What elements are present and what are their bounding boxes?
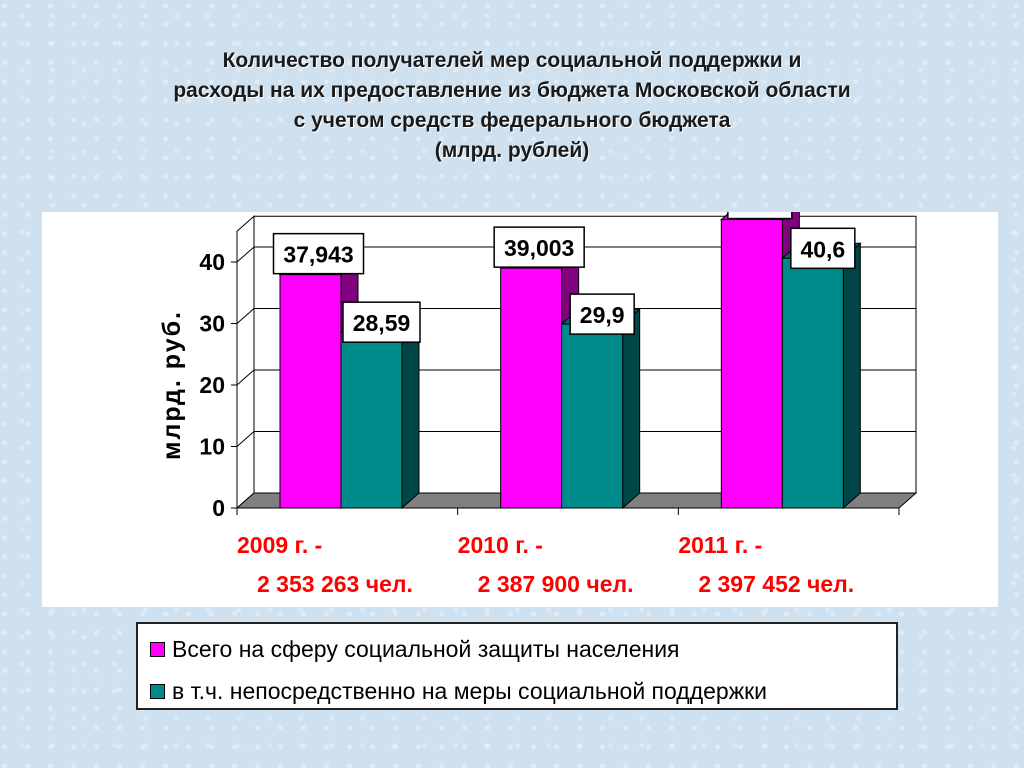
bar-side: [622, 308, 641, 510]
data-label: 28,59: [353, 310, 411, 336]
legend-entry-support: в т.ч. непосредственно на меры социально…: [150, 676, 767, 706]
bar: [561, 323, 624, 509]
legend-swatch-teal: [150, 683, 165, 699]
data-label: 39,003: [504, 235, 574, 261]
gridline-side: [236, 308, 255, 324]
title-line: Количество получателей мер социальной по…: [222, 49, 802, 72]
data-label: 46,9: [737, 212, 782, 213]
y-axis-title: млрд. руб.: [158, 310, 186, 460]
x-category-sublabel: 2 353 263 чел.: [257, 571, 413, 597]
y-tick-label: 30: [199, 311, 225, 337]
legend-entry-total: Всего на сферу социальной защиты населен…: [150, 634, 680, 664]
bar: [720, 219, 783, 509]
data-label: 29,9: [580, 302, 625, 328]
chart-title: Количество получателей мер социальной по…: [0, 46, 1024, 166]
x-category-label: 2011 г. -: [678, 532, 762, 558]
x-category-sublabel: 2 387 900 чел.: [478, 571, 634, 597]
title-line: с учетом средств федерального бюджета: [293, 109, 731, 132]
legend-label: Всего на сферу социальной защиты населен…: [172, 635, 680, 662]
gridline-side: [236, 431, 255, 447]
data-label: 37,943: [283, 242, 353, 268]
data-label-box: [493, 226, 585, 268]
bar: [279, 274, 342, 509]
y-tick-label: 10: [199, 434, 225, 460]
bar-side: [401, 316, 420, 510]
bar: [500, 267, 563, 509]
title-line: расходы на их предоставление из бюджета …: [173, 79, 851, 102]
gridline-side: [236, 246, 255, 263]
title-line: (млрд. рублей): [434, 139, 590, 162]
data-label-box: [569, 293, 635, 335]
y-tick-label: 40: [199, 249, 225, 275]
y-tick-label: 20: [199, 372, 225, 398]
data-label: 40,6: [800, 236, 845, 262]
data-label-box: [342, 301, 421, 343]
data-label-box: [272, 232, 365, 275]
data-label-box: [790, 227, 856, 270]
gridline-side: [236, 369, 255, 386]
y-tick-label: 0: [212, 495, 225, 521]
legend: Всего на сферу социальной защиты населен…: [136, 622, 898, 710]
bar: [781, 257, 844, 509]
chart-panel: 0 10 20 30 40 млрд. руб. 37,943 28,59 39,003 29,9…: [42, 212, 998, 607]
x-category-label: 2010 г. -: [458, 532, 543, 558]
legend-swatch-magenta: [150, 641, 165, 657]
legend-label: в т.ч. непосредственно на меры социально…: [172, 677, 768, 704]
x-category-label: 2009 г. -: [237, 532, 322, 558]
data-label-box: [727, 212, 793, 220]
bar-side: [842, 242, 861, 510]
bar-chart: 0 10 20 30 40 млрд. руб. 37,943 28,59 39,003 29,9…: [158, 212, 918, 597]
x-category-sublabel: 2 397 452 чел.: [698, 571, 854, 597]
bar: [340, 331, 403, 509]
